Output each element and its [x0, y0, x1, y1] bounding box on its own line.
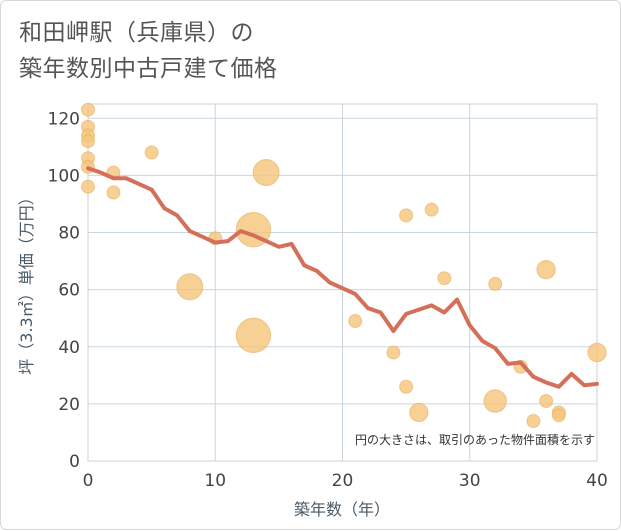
data-bubble: [252, 159, 280, 187]
y-tick-label: 80: [58, 224, 80, 244]
data-bubble: [483, 389, 507, 413]
data-bubble: [587, 342, 607, 363]
chart-title: 和田岬駅（兵庫県）の 築年数別中古戸建て価格: [19, 15, 278, 87]
x-tick-label: 40: [586, 471, 608, 491]
data-bubble: [81, 134, 95, 149]
data-bubble: [536, 259, 556, 280]
bubbles: [81, 102, 607, 429]
y-tick-label: 120: [48, 109, 80, 129]
data-bubble: [399, 379, 414, 394]
y-tick-label: 40: [58, 338, 80, 358]
bubble-size-note: 円の大きさは、取引のあった物件面積を示す: [355, 432, 595, 447]
x-axis-ticks: 0 10 20 30 40: [83, 471, 608, 491]
x-tick-label: 0: [83, 471, 94, 491]
y-axis-ticks: 0 20 40 60 80 100 120: [48, 109, 80, 472]
grid-lines: [87, 104, 598, 462]
plot-area-border: [87, 103, 598, 462]
data-bubble: [106, 185, 121, 200]
data-bubble: [551, 408, 566, 423]
y-tick-label: 100: [48, 166, 80, 186]
data-bubble: [539, 394, 554, 409]
data-bubble: [386, 345, 401, 360]
data-bubble: [235, 317, 272, 354]
data-bubble: [144, 145, 159, 160]
x-tick-label: 10: [204, 471, 226, 491]
chart-title-line-2: 築年数別中古戸建て価格: [19, 56, 278, 82]
y-tick-label: 0: [69, 452, 80, 472]
data-bubble: [176, 273, 204, 301]
trend-line: [86, 166, 599, 389]
data-bubble: [348, 314, 363, 329]
y-tick-label: 20: [58, 395, 80, 415]
data-bubble: [81, 102, 95, 117]
trend-line-group: [86, 166, 599, 389]
data-bubble: [424, 202, 439, 217]
x-tick-label: 30: [459, 471, 481, 491]
data-bubble: [399, 208, 414, 223]
data-bubble: [526, 414, 541, 429]
x-tick-label: 20: [332, 471, 354, 491]
data-bubble: [437, 271, 452, 286]
y-tick-label: 60: [58, 281, 80, 301]
data-bubble: [81, 179, 95, 194]
x-axis-label: 築年数（年）: [294, 500, 390, 519]
data-bubble: [488, 276, 503, 291]
data-bubble: [409, 402, 429, 423]
y-axis-label: 坪（3.3㎡）単価（万円）: [17, 189, 36, 374]
chart-title-line-1: 和田岬駅（兵庫県）の: [19, 20, 254, 46]
